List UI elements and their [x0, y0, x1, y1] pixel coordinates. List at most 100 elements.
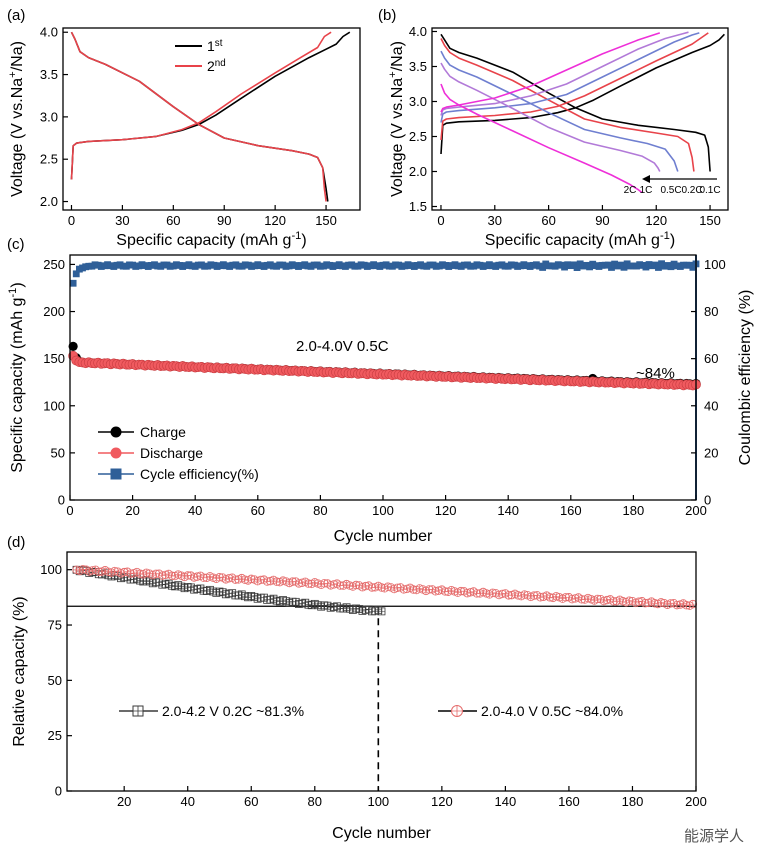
y-tick-label: 2.5: [409, 129, 427, 144]
y-tick-label: 25: [48, 728, 62, 743]
rate-label: 0.2C: [681, 185, 702, 196]
discharge-curve-0.2C: [440, 38, 695, 172]
x-tick-label: 120: [435, 503, 457, 518]
y-tick-label: 50: [51, 445, 65, 460]
x-tick-label: 40: [188, 503, 202, 518]
x-tick-label: 200: [685, 794, 707, 809]
y-tick-label: 50: [48, 673, 62, 688]
y-tick-label: 200: [43, 304, 65, 319]
y-tick-label: 2.0: [40, 194, 58, 209]
panel-b-axes: [431, 27, 729, 211]
y-tick-label: 75: [48, 618, 62, 633]
legend-marker-cross: [451, 705, 463, 717]
ratio-point-cross: [342, 580, 351, 588]
panel-a: 0 30 60 90 120 150 2.0 2.5 3.0 3.5 4.0 (a) Specific …: [7, 7, 351, 249]
series-1st-discharge: [70, 31, 329, 202]
legend-marker-cross: [133, 706, 143, 716]
panel-b: 0 30 60 90 120 150 1.5 2.0 2.5 3.0 3.5 4.0 (b) Specif…: [378, 7, 725, 249]
x-tick-label: 30: [115, 213, 129, 228]
y-axis-title-b: Voltage (V vs.Na+/Na): [387, 41, 406, 197]
y-tick-label: 2.5: [40, 152, 58, 167]
panel-a-axes: [62, 27, 361, 211]
panel-label-b: (b): [378, 7, 396, 24]
x-tick-label: 150: [699, 213, 721, 228]
ratio-point-cross: [479, 588, 487, 596]
efficiency-point: [655, 264, 662, 271]
legend-marker: [110, 468, 122, 480]
x-tick-label: 30: [488, 213, 502, 228]
efficiency-point: [69, 279, 77, 287]
x-axis-title-d: Cycle number: [332, 825, 431, 842]
y-tick-label: 2.0: [409, 164, 427, 179]
efficiency-point: [72, 270, 80, 278]
y-tick-label: 4.0: [409, 24, 427, 39]
charge-curve-1C: [440, 31, 689, 116]
y2-tick-label: 60: [704, 351, 718, 366]
x-tick-label: 100: [372, 503, 394, 518]
y-axis-title-d: Relative capacity (%): [11, 596, 28, 746]
ratio-point-cross: [615, 596, 624, 604]
rate-arrowhead: [642, 175, 650, 183]
panel-label-d: (d): [7, 534, 25, 551]
y-tick-label: 1.5: [409, 199, 427, 214]
x-tick-label: 150: [315, 213, 337, 228]
legend-label: Cycle efficiency(%): [140, 466, 259, 482]
y2-tick-label: 20: [704, 445, 718, 460]
x-tick-label: 160: [560, 503, 582, 518]
legend-marker: [110, 426, 122, 438]
y-tick-label: 150: [43, 351, 65, 366]
x-tick-label: 60: [166, 213, 180, 228]
watermark-text: 能源学人: [683, 827, 744, 845]
y-tick-label: 3.5: [40, 67, 58, 82]
x-tick-label: 20: [125, 503, 139, 518]
x-tick-label: 140: [495, 794, 517, 809]
ratio-point-cross: [584, 594, 592, 602]
x-tick-label: 120: [264, 213, 286, 228]
panel-label-a: (a): [7, 7, 25, 24]
y-axis-title-c: Specific capacity (mAh g-1): [7, 282, 26, 472]
y-tick-label: 0: [58, 493, 65, 508]
efficiency-point: [573, 264, 581, 271]
x-tick-label: 120: [431, 794, 453, 809]
y2-tick-label: 80: [704, 304, 718, 319]
x-tick-label: 0: [66, 503, 73, 518]
rate-label: 0.5C: [660, 185, 681, 196]
charge-curve-2C: [440, 32, 661, 113]
panel-d-axes: [66, 551, 697, 792]
x-tick-label: 180: [623, 503, 645, 518]
x-tick-label: 90: [217, 213, 231, 228]
y2-tick-label: 40: [704, 398, 718, 413]
efficiency-point: [539, 264, 547, 271]
x-tick-label: 0: [68, 213, 75, 228]
legend-label: 2nd: [207, 58, 226, 75]
x-tick-label: 160: [558, 794, 580, 809]
discharge-curve-0.5C: [440, 50, 679, 172]
x-tick-label: 140: [497, 503, 519, 518]
x-tick-label: 90: [595, 213, 609, 228]
x-tick-label: 200: [685, 503, 707, 518]
ratio-point-cross: [310, 578, 319, 587]
condition-annotation: 2.0-4.0V 0.5C: [296, 338, 389, 355]
legend-label: 2.0-4.0 V 0.5C ~84.0%: [481, 703, 623, 719]
legend-label: 2.0-4.2 V 0.2C ~81.3%: [162, 703, 304, 719]
y-tick-label: 100: [40, 562, 62, 577]
y-tick-label: 100: [43, 398, 65, 413]
series-2nd-charge: [70, 31, 332, 180]
y2-tick-label: 100: [704, 257, 726, 272]
y-tick-label: 3.0: [40, 109, 58, 124]
x-tick-label: 20: [117, 794, 131, 809]
x-tick-label: 60: [251, 503, 265, 518]
panel-c-axes: [69, 254, 697, 501]
ratio-point-cross: [174, 570, 182, 579]
x-tick-label: 80: [313, 503, 327, 518]
series-1st-charge: [70, 31, 351, 180]
panel-c: 0 20 40 60 80 100 120 140 160 180 200 0 50 100 150 200 2…: [7, 236, 754, 545]
rate-label: 2C: [624, 185, 637, 196]
x-tick-label: 60: [541, 213, 555, 228]
legend-marker: [110, 447, 122, 459]
x-tick-label: 60: [244, 794, 258, 809]
y-axis-title-a: Voltage (V vs.Na+/Na): [7, 41, 26, 197]
series-2nd-discharge: [70, 31, 327, 202]
legend-label: 1st: [207, 38, 223, 55]
discharge-curve-0.1C: [440, 33, 711, 172]
